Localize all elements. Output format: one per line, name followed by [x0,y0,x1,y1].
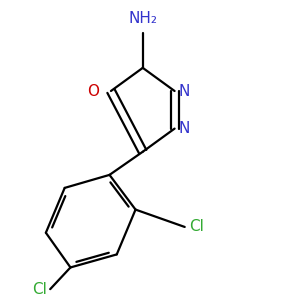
Text: Cl: Cl [32,282,47,297]
Text: O: O [88,83,100,98]
Text: N: N [179,83,190,98]
Text: NH₂: NH₂ [128,11,157,26]
Text: N: N [179,121,190,136]
Text: Cl: Cl [189,219,204,234]
